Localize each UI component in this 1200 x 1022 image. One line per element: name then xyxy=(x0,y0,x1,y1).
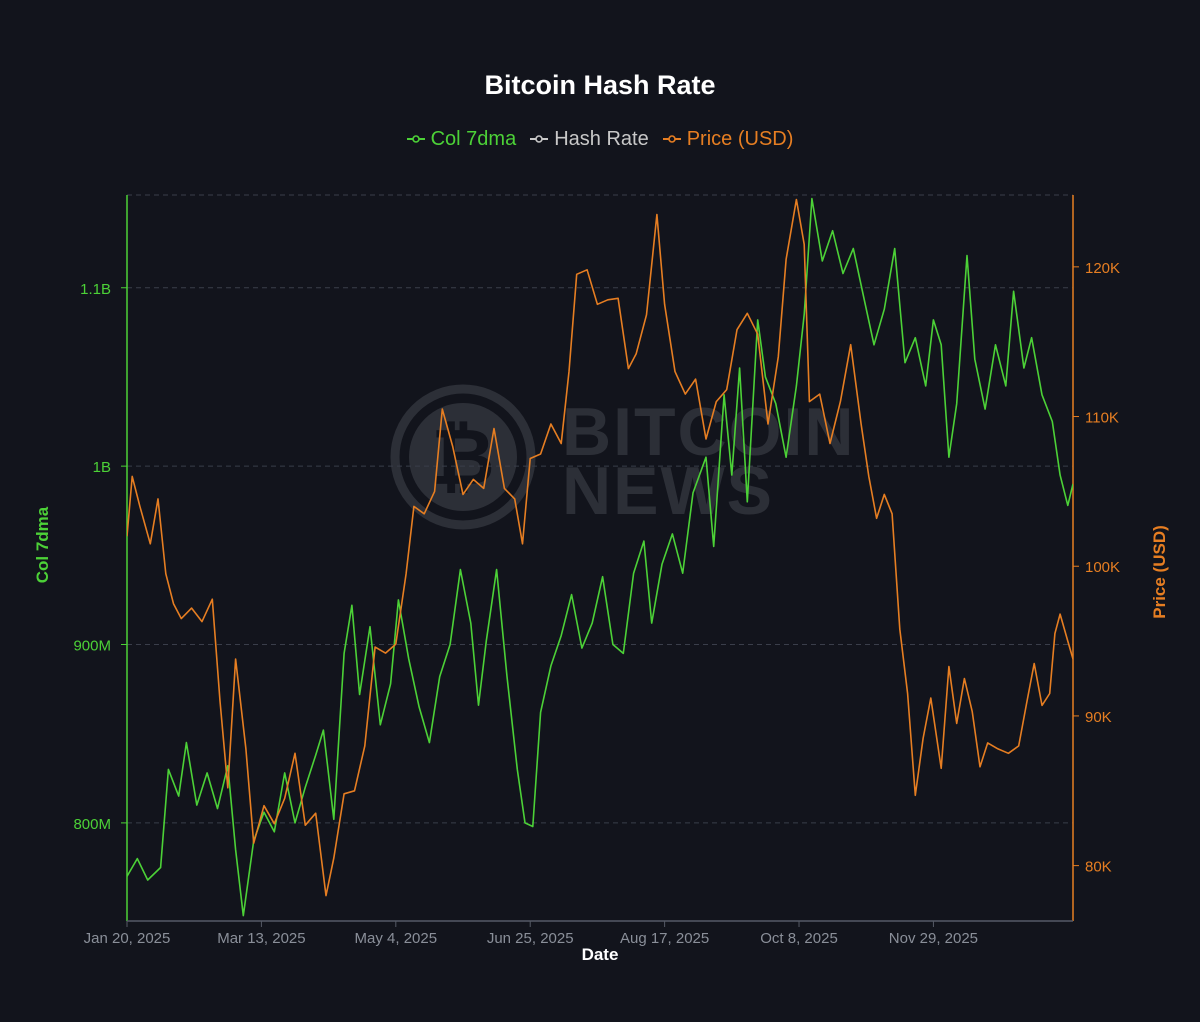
x-tick-label: Jun 25, 2025 xyxy=(487,930,574,947)
x-axis-title: Date xyxy=(582,945,619,964)
legend-item-hash-rate[interactable]: Hash Rate xyxy=(530,128,649,151)
x-tick-label: Aug 17, 2025 xyxy=(620,930,709,947)
legend-line-marker-icon xyxy=(662,134,681,143)
x-tick-label: Jan 20, 2025 xyxy=(84,930,171,947)
y-right-tick-label: 120K xyxy=(1085,260,1120,277)
chart-title: Bitcoin Hash Rate xyxy=(484,70,716,100)
legend-label-price: Price (USD) xyxy=(686,128,794,150)
legend-item-price[interactable]: Price (USD) xyxy=(662,128,794,151)
y-left-tick-label: 800M xyxy=(73,816,111,833)
y-right-tick-label: 100K xyxy=(1085,559,1120,576)
watermark: ₿ BITCOIN NEWS xyxy=(390,384,854,530)
series-line-col-7dma xyxy=(127,197,1073,917)
y-right-tick-label: 110K xyxy=(1085,410,1119,427)
legend-line-marker-icon xyxy=(406,134,425,143)
x-tick-label: Oct 8, 2025 xyxy=(760,930,838,947)
bitcoin-logo-icon xyxy=(390,384,536,530)
y-left-axis-title: Col 7dma xyxy=(33,506,52,583)
x-tick-label: Mar 13, 2025 xyxy=(217,930,305,947)
legend-line-marker-icon xyxy=(530,134,549,143)
legend-label-col-7dma: Col 7dma xyxy=(430,128,517,150)
series-line-price-usd xyxy=(127,198,1073,897)
legend-label-hash-rate: Hash Rate xyxy=(554,128,649,150)
y-left-tick-label: 1.1B xyxy=(80,281,111,298)
watermark-text-line2: NEWS xyxy=(562,453,774,529)
y-right-tick-label: 80K xyxy=(1085,859,1112,876)
x-tick-label: May 4, 2025 xyxy=(355,930,438,947)
y-left-tick-label: 900M xyxy=(73,638,111,655)
y-right-tick-label: 90K xyxy=(1085,709,1112,726)
x-tick-label: Nov 29, 2025 xyxy=(889,930,978,947)
legend: Col 7dma Hash Rate Price (USD) xyxy=(0,128,1200,151)
y-right-axis-title: Price (USD) xyxy=(1150,525,1169,619)
y-left-tick-label: 1B xyxy=(93,459,111,476)
legend-item-col-7dma[interactable]: Col 7dma xyxy=(406,128,517,151)
